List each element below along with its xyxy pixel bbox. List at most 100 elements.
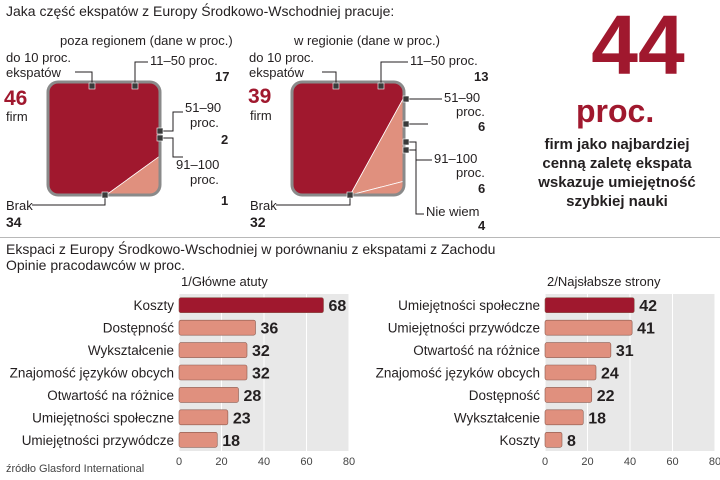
pie-outside bbox=[32, 61, 183, 206]
bar-chart-title: 1/Główne atuty bbox=[181, 274, 268, 289]
x-tick-label: 20 bbox=[581, 456, 593, 468]
bar bbox=[544, 364, 597, 381]
leader-line bbox=[322, 71, 337, 86]
leader-line bbox=[75, 71, 93, 86]
stat-desc-line-4: szybkiej nauki bbox=[566, 193, 668, 210]
bar-value-label: 32 bbox=[252, 366, 270, 383]
leader-marker bbox=[346, 191, 354, 199]
subtitle-line-2: Opinie pracodawców w proc. bbox=[6, 257, 185, 273]
category-label: Umiejętności przywódcze bbox=[22, 433, 174, 448]
value-inside-91-100: 6 bbox=[478, 181, 486, 196]
category-label: Umiejętności przywódcze bbox=[388, 321, 540, 336]
source-note: źródło Glasford International bbox=[6, 463, 145, 475]
label-51-90-b-2: proc. bbox=[456, 104, 485, 119]
x-tick-label: 60 bbox=[666, 456, 678, 468]
bar-value-label: 24 bbox=[601, 366, 619, 383]
section-divider bbox=[0, 237, 720, 238]
label-do10-2: do 10 proc. bbox=[249, 50, 315, 65]
bar-charts: 1/Główne atuty 0 20 40 60 80 68 Koszty 36 Dostępn… bbox=[10, 274, 720, 468]
label-51-90-a-2: 51–90 bbox=[444, 90, 481, 105]
label-91-100-b-2: proc. bbox=[456, 165, 485, 180]
value-outside-brak: 34 bbox=[6, 214, 22, 230]
leader-marker bbox=[402, 138, 410, 146]
bar bbox=[178, 409, 229, 426]
x-tick-label: 80 bbox=[709, 456, 720, 468]
bar-chart-strengths: 1/Główne atuty 0 20 40 60 80 68 Koszty 36 Dostępn… bbox=[10, 274, 355, 468]
category-label: Wykształcenie bbox=[454, 410, 540, 425]
value-inside-11-50: 13 bbox=[474, 69, 489, 84]
bar-value-label: 23 bbox=[233, 410, 251, 427]
label-11-50: 11–50 proc. bbox=[150, 53, 218, 68]
leader-marker bbox=[156, 127, 164, 135]
category-label: Koszty bbox=[133, 298, 174, 313]
leader-line bbox=[406, 149, 424, 215]
stat-desc-line-1: firm jako najbardziej bbox=[544, 136, 690, 153]
value-inside-nie-wiem: 4 bbox=[478, 218, 486, 233]
x-tick-label: 80 bbox=[343, 456, 355, 468]
category-label: Dostępność bbox=[469, 388, 541, 403]
bar-value-label: 28 bbox=[244, 388, 262, 405]
x-tick-label: 40 bbox=[258, 456, 270, 468]
leader-marker bbox=[131, 82, 139, 90]
label-91-100-a: 91–100 bbox=[176, 157, 220, 172]
leader-marker bbox=[402, 95, 410, 103]
bar-value-label: 32 bbox=[252, 343, 270, 360]
category-label: Znajomość języków obcych bbox=[10, 366, 174, 381]
big-number-unit: proc. bbox=[576, 93, 655, 129]
bar bbox=[178, 342, 248, 358]
label-91-100-b: proc. bbox=[190, 172, 219, 187]
pie-slice bbox=[349, 82, 404, 195]
leader-line bbox=[406, 141, 432, 161]
leader-marker bbox=[377, 82, 385, 90]
bar bbox=[544, 387, 593, 403]
leader-line bbox=[32, 195, 106, 206]
category-label: Dostępność bbox=[103, 321, 175, 336]
bar bbox=[544, 409, 584, 426]
bar bbox=[178, 297, 324, 314]
bar bbox=[544, 431, 563, 448]
bar-chart-weaknesses: 2/Najsłabsze strony 0 20 40 60 80 42 Umiejętnoś… bbox=[376, 274, 720, 468]
leader-line bbox=[134, 61, 148, 86]
value-inside-do10: 39 bbox=[248, 85, 272, 108]
pie-outside-title: poza regionem (dane w proc.) bbox=[60, 33, 233, 48]
leader-line bbox=[160, 111, 183, 132]
bar-value-label: 68 bbox=[329, 298, 347, 315]
bar-value-label: 42 bbox=[639, 298, 657, 315]
bar-value-label: 36 bbox=[261, 321, 279, 338]
leader-line bbox=[160, 137, 183, 158]
pie-slice bbox=[292, 82, 404, 195]
value-outside-do10: 46 bbox=[4, 87, 28, 110]
bar-value-label: 22 bbox=[597, 388, 615, 405]
label-51-90-a: 51–90 bbox=[185, 100, 222, 115]
big-number-44: 44 bbox=[563, 0, 713, 92]
x-tick-label: 40 bbox=[624, 456, 636, 468]
label-51-90-b: proc. bbox=[190, 115, 219, 130]
leader-marker bbox=[402, 120, 410, 128]
value-inside-51-90: 6 bbox=[478, 119, 486, 134]
label-11-50-2: 11–50 proc. bbox=[410, 53, 478, 68]
category-label: Wykształcenie bbox=[88, 343, 174, 358]
label-91-100-a-2: 91–100 bbox=[434, 151, 478, 166]
question-title: Jaka część ekspatów z Europy Środkowo-Ws… bbox=[6, 3, 395, 19]
bar bbox=[178, 364, 248, 381]
value-inside-brak: 32 bbox=[250, 214, 266, 230]
stat-desc-line-2: cenną zaletę ekspata bbox=[542, 155, 692, 172]
x-tick-label: 20 bbox=[215, 456, 227, 468]
leader-line bbox=[380, 61, 408, 86]
big-number-text: 44 bbox=[591, 4, 685, 80]
stat-description: firm jako najbardziej cenną zaletę ekspa… bbox=[520, 135, 714, 211]
category-label: Otwartość na różnice bbox=[47, 388, 174, 403]
label-brak-2: Brak bbox=[250, 198, 277, 213]
bar-value-label: 18 bbox=[222, 433, 240, 450]
pie-inside-title: w regionie (dane w proc.) bbox=[294, 33, 440, 48]
x-tick-label: 0 bbox=[176, 456, 182, 468]
stat-desc-line-3: wskazuje umiejętność bbox=[538, 174, 696, 191]
category-label: Koszty bbox=[499, 433, 540, 448]
leader-marker bbox=[88, 82, 96, 90]
category-label: Znajomość języków obcych bbox=[376, 366, 540, 381]
label-firm: firm bbox=[6, 109, 28, 124]
category-label: Umiejętności społeczne bbox=[398, 298, 540, 313]
bar bbox=[544, 342, 612, 358]
bar bbox=[178, 431, 218, 448]
